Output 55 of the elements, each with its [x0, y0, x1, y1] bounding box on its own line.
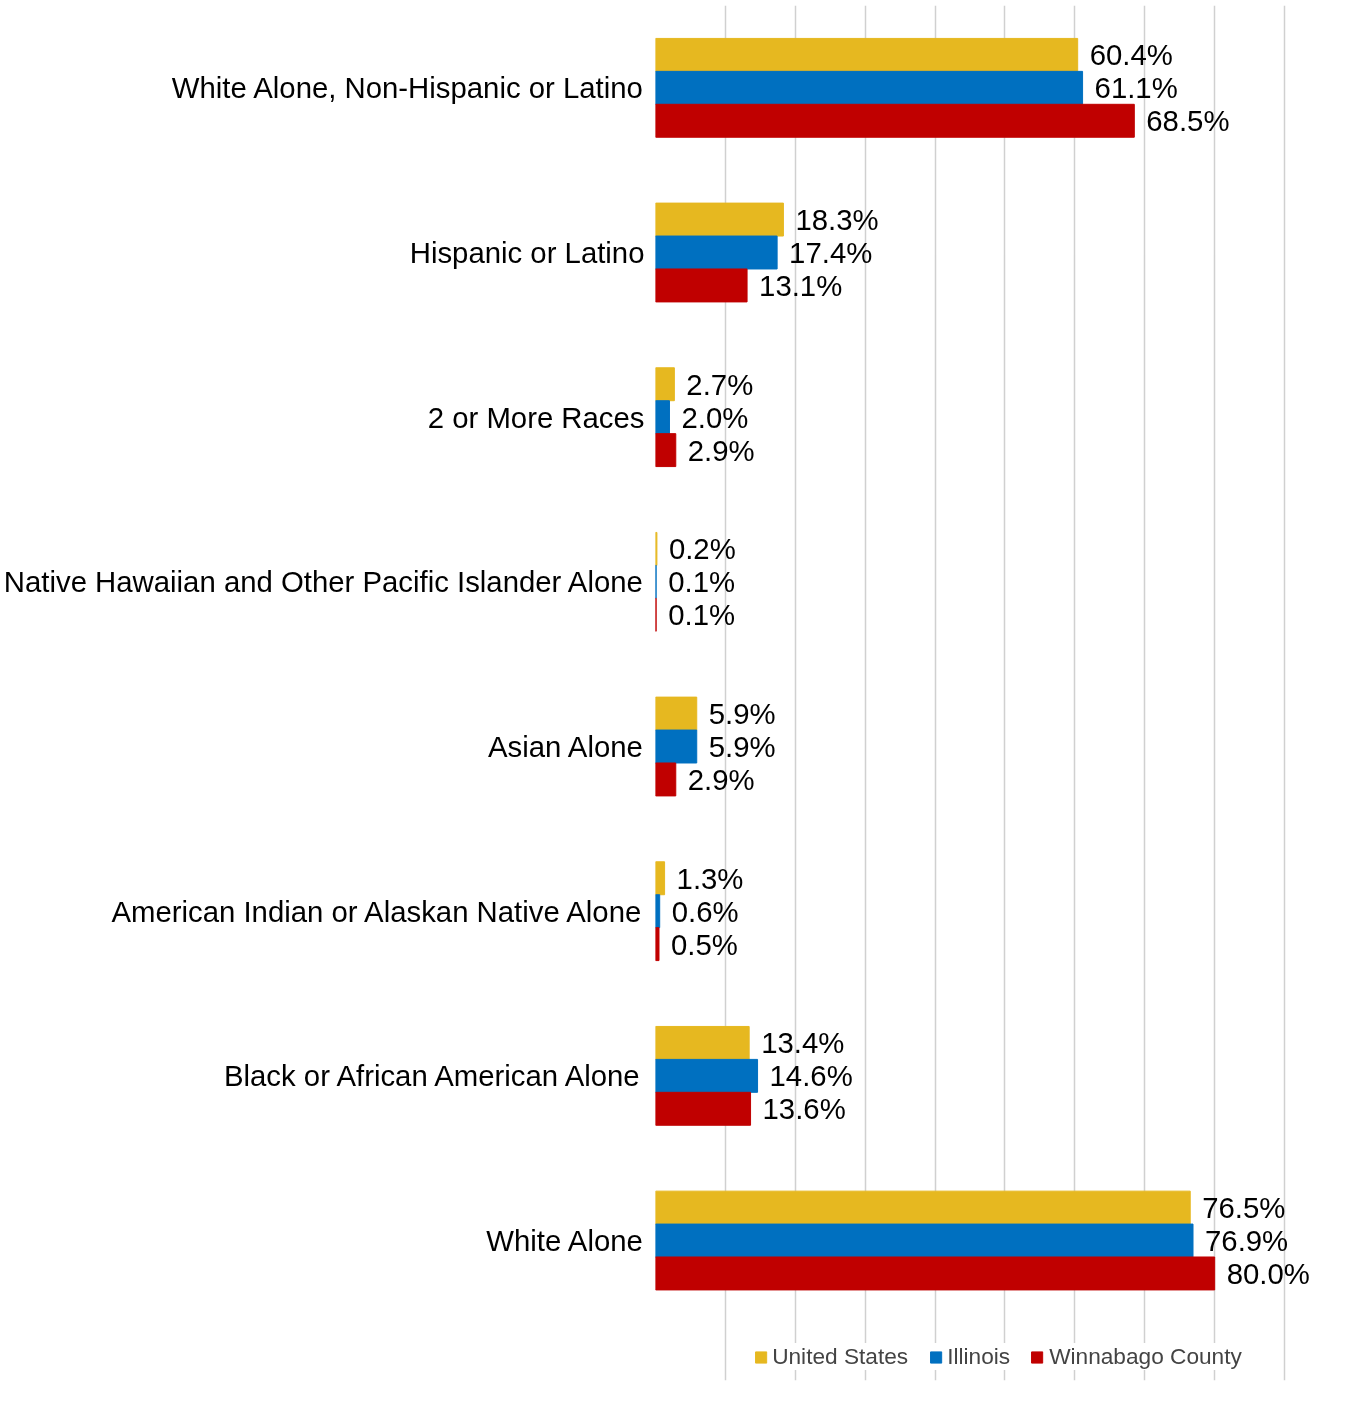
bar — [655, 861, 666, 896]
bar — [655, 1223, 1194, 1258]
data-label: 60.4% — [1089, 38, 1173, 72]
bar — [655, 729, 698, 764]
data-label: 0.1% — [668, 565, 736, 599]
bar — [655, 202, 784, 237]
data-label: 5.9% — [708, 730, 776, 764]
data-label: 0.1% — [668, 598, 736, 632]
data-label: 17.4% — [789, 236, 873, 270]
data-label: 0.2% — [668, 532, 736, 566]
bar — [655, 1091, 752, 1126]
bar — [655, 37, 1079, 72]
legend-label: Winnabago County — [1049, 1343, 1242, 1370]
bar — [655, 762, 677, 797]
y-tick-label: White Alone, Non-Hispanic or Latino — [171, 71, 643, 105]
bar — [655, 696, 698, 731]
bar — [655, 1256, 1216, 1291]
bar — [655, 1190, 1191, 1225]
bar — [655, 927, 660, 962]
data-label: 0.5% — [670, 927, 738, 961]
bar — [655, 433, 677, 468]
legend-label: United States — [772, 1343, 909, 1370]
y-tick-label: Asian Alone — [487, 730, 643, 764]
data-label: 13.6% — [762, 1092, 846, 1126]
data-label: 13.1% — [759, 268, 843, 302]
bar — [655, 235, 778, 270]
data-label: 0.6% — [671, 894, 739, 928]
bar — [655, 400, 670, 435]
data-label: 2.9% — [687, 762, 755, 796]
bar — [655, 1058, 759, 1093]
data-label: 2.7% — [686, 367, 754, 401]
data-label: 14.6% — [769, 1059, 853, 1093]
data-label: 76.5% — [1202, 1191, 1286, 1225]
y-tick-label: Native Hawaiian and Other Pacific Islander Alone — [3, 565, 643, 599]
bar — [655, 103, 1135, 138]
data-label: 2.9% — [687, 433, 755, 467]
data-label: 18.3% — [795, 203, 879, 237]
y-tick-label: American Indian or Alaskan Native Alone — [111, 894, 642, 928]
y-tick-label: 2 or More Races — [427, 400, 645, 434]
y-tick-label: Hispanic or Latino — [409, 236, 645, 270]
data-label: 2.0% — [681, 400, 749, 434]
data-label: 1.3% — [676, 861, 744, 895]
bar — [655, 70, 1084, 105]
bar — [655, 268, 748, 303]
data-label: 80.0% — [1226, 1256, 1310, 1290]
y-tick-label: White Alone — [486, 1224, 643, 1258]
bar — [655, 1025, 750, 1060]
data-label: 13.4% — [761, 1026, 845, 1060]
bar — [655, 367, 675, 402]
legend-label: Illinois — [947, 1343, 1011, 1370]
data-label: 61.1% — [1094, 71, 1178, 105]
data-label: 76.9% — [1205, 1224, 1289, 1258]
y-tick-label: Black or African American Alone — [223, 1059, 640, 1093]
data-label: 68.5% — [1146, 104, 1230, 138]
data-label: 5.9% — [708, 697, 776, 731]
